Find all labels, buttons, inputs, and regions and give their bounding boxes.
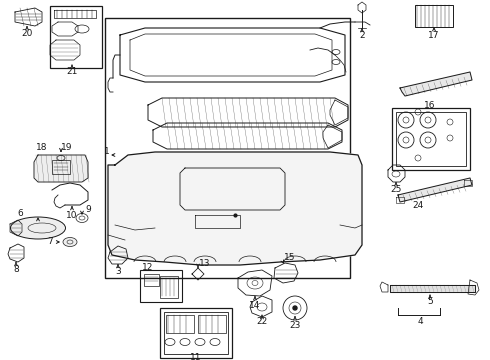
Text: 21: 21	[66, 68, 78, 77]
Text: 4: 4	[417, 318, 423, 327]
Text: 20: 20	[21, 30, 33, 39]
Bar	[50, 6, 102, 68]
Text: 16: 16	[424, 100, 436, 109]
Text: 18: 18	[36, 144, 48, 153]
Text: 12: 12	[142, 262, 154, 271]
Text: 8: 8	[13, 266, 19, 274]
Ellipse shape	[63, 238, 77, 247]
Text: 9: 9	[85, 206, 91, 215]
Text: 1: 1	[104, 148, 110, 157]
Bar	[52, 160, 70, 174]
Polygon shape	[398, 178, 472, 202]
Polygon shape	[108, 152, 362, 265]
Text: 14: 14	[249, 301, 261, 310]
Bar	[198, 315, 226, 333]
Bar	[144, 274, 159, 286]
Text: 5: 5	[427, 297, 433, 306]
Bar	[160, 276, 178, 298]
Polygon shape	[400, 72, 472, 96]
Ellipse shape	[10, 217, 66, 239]
Polygon shape	[34, 155, 88, 182]
Bar	[164, 312, 228, 354]
Text: 25: 25	[391, 185, 402, 194]
Bar	[166, 315, 194, 333]
Text: 10: 10	[66, 211, 78, 220]
Text: 15: 15	[284, 252, 296, 261]
Bar	[105, 18, 350, 278]
Text: 23: 23	[289, 320, 301, 329]
Text: 13: 13	[199, 258, 211, 267]
Bar	[160, 308, 232, 358]
Circle shape	[293, 306, 297, 310]
Text: 19: 19	[61, 144, 73, 153]
Bar	[396, 112, 466, 166]
Bar	[392, 108, 470, 170]
Polygon shape	[390, 285, 475, 292]
Bar	[140, 270, 182, 302]
Text: 6: 6	[17, 208, 23, 217]
Bar	[415, 5, 453, 27]
Text: 2: 2	[359, 31, 365, 40]
Text: 3: 3	[115, 267, 121, 276]
Text: 7: 7	[47, 238, 53, 247]
Text: 17: 17	[428, 31, 440, 40]
Text: 11: 11	[190, 352, 202, 360]
Text: 22: 22	[256, 318, 268, 327]
Text: 24: 24	[413, 201, 424, 210]
